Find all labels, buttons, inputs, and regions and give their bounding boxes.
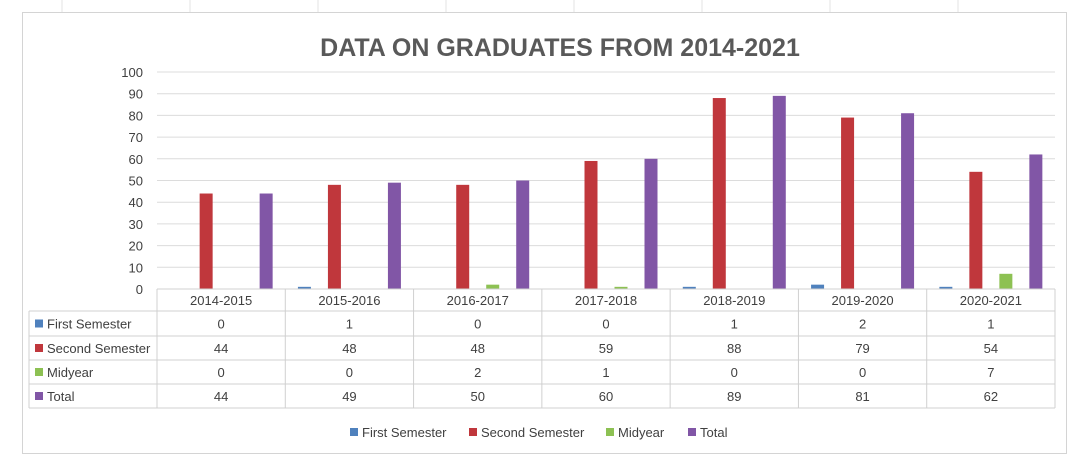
table-cell: 2 — [859, 317, 866, 332]
table-cell: 1 — [987, 317, 994, 332]
bar — [901, 113, 915, 289]
chart-frame[interactable] — [22, 12, 1067, 454]
table-cell: 48 — [342, 341, 356, 356]
legend-key — [350, 428, 358, 436]
legend-key — [688, 428, 696, 436]
table-cell: 81 — [855, 389, 869, 404]
table-legend-key — [35, 368, 43, 376]
x-tick-label: 2015-2016 — [318, 293, 380, 308]
table-row-label: Midyear — [47, 365, 94, 380]
bar — [199, 193, 213, 289]
y-tick-label: 20 — [129, 239, 143, 254]
table-cell: 54 — [984, 341, 998, 356]
table-cell: 0 — [731, 365, 738, 380]
table-cell: 79 — [855, 341, 869, 356]
table-cell: 60 — [599, 389, 613, 404]
table-cell: 50 — [470, 389, 484, 404]
y-tick-label: 30 — [129, 217, 143, 232]
table-cell: 0 — [218, 317, 225, 332]
x-tick-label: 2014-2015 — [190, 293, 252, 308]
bar — [682, 286, 696, 289]
y-tick-label: 70 — [129, 130, 143, 145]
table-legend-key — [35, 319, 43, 328]
chart-title: DATA ON GRADUATES FROM 2014-2021 — [320, 34, 800, 62]
bar — [939, 286, 953, 289]
bar — [1029, 154, 1043, 289]
y-tick-label: 60 — [129, 152, 143, 167]
legend-key — [469, 428, 477, 436]
x-tick-label: 2017-2018 — [575, 293, 637, 308]
x-tick-label: 2018-2019 — [703, 293, 765, 308]
y-tick-label: 10 — [129, 260, 143, 275]
table-cell: 0 — [602, 317, 609, 332]
table-row-label: Second Semester — [47, 341, 151, 356]
bar — [712, 98, 726, 289]
legend-label: First Semester — [362, 425, 447, 440]
bar — [999, 273, 1013, 289]
bar — [772, 95, 786, 290]
table-cell: 59 — [599, 341, 613, 356]
bar — [841, 117, 855, 289]
bars — [199, 95, 1043, 290]
table-cell: 2 — [474, 365, 481, 380]
bar — [516, 180, 530, 289]
legend: First Semester Second Semester Midyear Tota… — [350, 425, 728, 440]
table-cell: 1 — [731, 317, 738, 332]
bar — [969, 171, 983, 289]
y-axis: 0 10 20 30 40 50 60 70 80 90 100 — [121, 65, 143, 297]
table-cell: 44 — [214, 389, 228, 404]
legend-label: Second Semester — [481, 425, 585, 440]
bar — [584, 160, 598, 289]
table-legend-key — [35, 344, 43, 352]
table-cell: 49 — [342, 389, 356, 404]
bar — [259, 193, 273, 289]
table-legend-key — [35, 392, 43, 400]
bar — [486, 284, 500, 289]
gridlines — [157, 71, 1055, 290]
legend-label: Total — [700, 425, 728, 440]
legend-key — [606, 428, 614, 436]
bar — [456, 184, 470, 289]
table-cell: 0 — [859, 365, 866, 380]
bar — [811, 284, 825, 289]
bar — [387, 182, 401, 289]
table-cell: 1 — [602, 365, 609, 380]
x-tick-label: 2019-2020 — [831, 293, 893, 308]
x-tick-label: 2016-2017 — [447, 293, 509, 308]
table-row-label: First Semester — [47, 317, 132, 332]
table-cell: 0 — [346, 365, 353, 380]
table-cell: 0 — [474, 317, 481, 332]
legend-label: Midyear — [618, 425, 665, 440]
y-tick-label: 0 — [136, 282, 143, 297]
y-tick-label: 50 — [129, 174, 143, 189]
table-cell: 7 — [987, 365, 994, 380]
table-cell: 89 — [727, 389, 741, 404]
bar — [297, 286, 311, 289]
y-tick-label: 40 — [129, 195, 143, 210]
table-cell: 0 — [218, 365, 225, 380]
table-cell: 1 — [346, 317, 353, 332]
y-tick-label: 90 — [129, 87, 143, 102]
table-cell: 62 — [984, 389, 998, 404]
table-cell: 44 — [214, 341, 228, 356]
y-tick-label: 80 — [129, 108, 143, 123]
bar — [327, 184, 341, 289]
x-tick-label: 2020-2021 — [960, 293, 1022, 308]
bar — [644, 158, 658, 289]
table-row-label: Total — [47, 389, 75, 404]
table-cell: 88 — [727, 341, 741, 356]
data-table: 2014-2015 2015-2016 2016-2017 2017-2018 2018… — [28, 288, 1056, 409]
bar — [614, 286, 628, 289]
table-cell: 48 — [470, 341, 484, 356]
y-tick-label: 100 — [121, 65, 143, 80]
